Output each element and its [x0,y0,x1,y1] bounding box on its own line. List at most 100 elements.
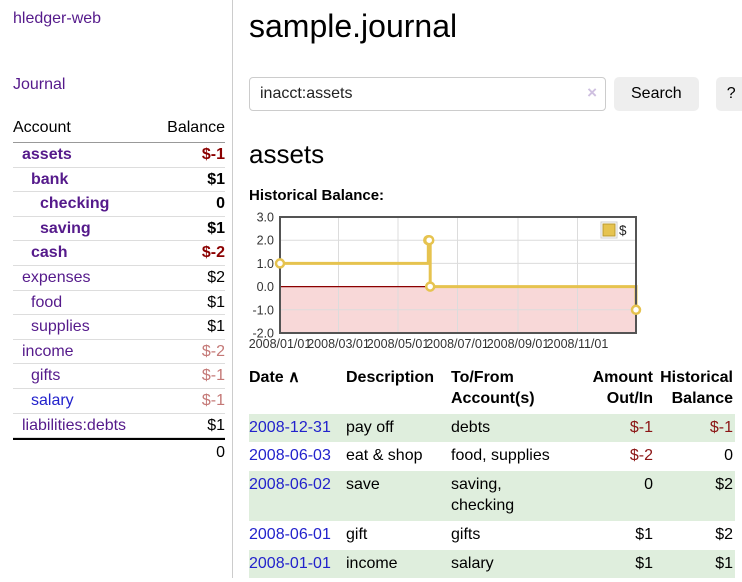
account-row: income $-2 [13,340,225,365]
search-input[interactable] [249,77,606,111]
data-point-marker [423,234,435,246]
sidebar: hledger-web Journal Account Balance asse… [0,0,233,579]
transaction-balance: $2 [715,476,733,494]
account-balance: 0 [216,195,225,213]
y-axis-tick-label: 0.0 [257,280,274,294]
y-axis-tick-label: 2.0 [257,234,274,248]
x-axis-tick-label: 2008/05/01 [367,337,430,351]
y-axis-tick-label: 1.0 [257,257,274,271]
transaction-balance: $1 [715,554,733,572]
transaction-description: gift [346,525,368,543]
transaction-amount: $-1 [629,418,653,436]
account-link[interactable]: expenses [22,268,91,286]
account-link[interactable]: gifts [31,367,61,385]
account-link[interactable]: salary [31,391,74,409]
y-axis-tick-label: -2.0 [252,327,274,341]
x-axis-tick-label: 2008/09/01 [487,337,550,351]
transaction-date-link[interactable]: 2008-01-01 [249,554,331,572]
account-row: assets $-1 [13,143,225,168]
transaction-amount: $1 [635,525,653,543]
main-content: sample.journal × Search ? assets Histori… [233,0,742,579]
legend-label: $ [619,223,627,238]
data-point-marker [630,304,642,316]
x-axis-tick-label: 2008/11/01 [547,337,609,351]
account-row: cash $-2 [13,241,225,266]
transaction-amount: 0 [644,476,653,494]
account-balance: $-2 [201,244,225,262]
amount-column-header: Amount Out/In [592,369,653,407]
register-row: 2008-06-01 gift gifts $1 $2 [249,521,735,550]
transaction-date-link[interactable]: 2008-06-02 [249,476,331,494]
date-column-header[interactable]: Date ∧ [249,366,346,414]
account-row: supplies $1 [13,315,225,340]
page-title: sample.journal [249,8,458,44]
sidebar-item-journal[interactable]: Journal [13,76,66,93]
account-balance: $-1 [201,367,225,385]
account-balance: $1 [207,293,225,311]
register-table: Date ∧ Description To/From Account(s) Am… [249,366,735,579]
chart-svg: $3.0 2.0 1.0 0.0 -1.0 -2.02008/01/012008/03/0… [249,211,642,351]
balance-column-header-register: Historical Balance [660,369,733,407]
account-link[interactable]: liabilities:debts [22,416,127,434]
register-row: 2008-06-03 eat & shop food, supplies $-2 0 [249,442,735,471]
transaction-accounts: gifts [451,525,481,543]
balance-column-header: Balance [167,119,225,136]
account-balance: $1 [207,416,225,434]
historical-balance-chart: $3.0 2.0 1.0 0.0 -1.0 -2.0 2008/01/01 2008/03/0… [249,210,742,352]
x-axis-tick-label: 2008/07/01 [426,337,489,351]
accounts-column-header: To/From Account(s) [451,369,535,407]
account-link[interactable]: bank [31,170,69,188]
transaction-date-link[interactable]: 2008-06-03 [249,447,331,465]
account-row: food $1 [13,291,225,316]
transaction-description: save [346,476,380,494]
accounts-total-value: 0 [216,444,225,462]
help-button[interactable]: ? [715,77,742,111]
transaction-description: income [346,554,398,572]
transaction-balance: $2 [715,525,733,543]
transaction-amount: $1 [635,554,653,572]
transaction-description: pay off [346,418,394,436]
data-point-marker [274,258,286,269]
register-row: 2008-01-01 income salary $1 $1 [249,549,735,579]
legend-swatch [602,223,616,237]
account-link[interactable]: income [22,342,74,360]
search-button[interactable]: Search [614,77,699,111]
account-link[interactable]: food [31,293,63,311]
account-link[interactable]: cash [31,244,68,262]
transaction-accounts: salary [451,554,494,572]
search-bar: × Search ? [249,77,742,111]
transaction-amount: $-2 [629,447,653,465]
account-link[interactable]: assets [22,146,72,163]
chart-label: Historical Balance: [249,187,385,204]
data-point-marker [424,281,436,292]
transaction-date-link[interactable]: 2008-12-31 [249,418,331,436]
account-row: saving $1 [13,217,225,242]
account-balance: $1 [207,219,225,237]
account-link[interactable]: supplies [31,318,90,336]
account-rows: assets $-1 bank $1 checking 0 saving $1 cash $-2 e… [13,143,225,439]
account-row: bank $1 [13,168,225,193]
account-row: expenses $2 [13,266,225,291]
transaction-description: eat & shop [346,447,423,465]
account-link[interactable]: checking [40,195,110,213]
search-input-wrap: × [249,77,606,111]
date-header-label: Date [249,369,284,386]
account-row: gifts $-1 [13,364,225,389]
clear-search-icon[interactable]: × [587,83,597,102]
x-axis-tick-label: 2008/03/01 [307,337,370,351]
account-balance: $1 [207,170,225,188]
app-title-link[interactable]: hledger-web [13,10,102,27]
account-link[interactable]: saving [40,219,91,237]
transaction-balance: $-1 [709,418,733,436]
plot-border [279,216,637,334]
account-balance: $2 [207,268,225,286]
account-row: salary $-1 [13,389,225,414]
transaction-date-link[interactable]: 2008-06-01 [249,525,331,543]
account-balance: $-1 [201,146,225,163]
account-balance: $-1 [201,391,225,409]
register-row: 2008-12-31 pay off debts $-1 $-1 [249,413,735,443]
transaction-accounts: debts [451,418,491,436]
account-column-header: Account [13,119,71,136]
register-header-row: Date ∧ Description To/From Account(s) Am… [249,366,735,414]
